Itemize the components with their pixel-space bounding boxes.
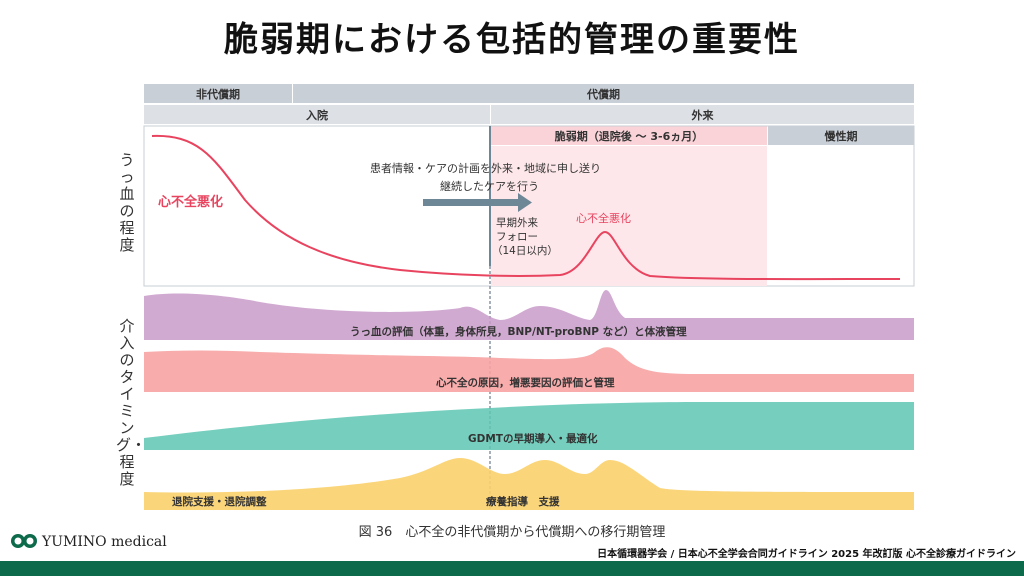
band-gdmt-label: GDMTの早期導入・最適化 [468,432,598,445]
phase-non-compensated: 非代償期 [144,84,292,104]
band-cause-shape [144,347,914,392]
phase-vulnerable: 脆弱期（退院後 ～ 3-6ヵ月） [491,126,767,146]
band-congestion-shape [144,290,914,340]
page-title: 脆弱期における包括的管理の重要性 [224,20,800,60]
band-support-shape [144,458,914,510]
phase-chronic: 慢性期 [768,126,914,146]
phase-compensated: 代償期 [293,84,914,104]
early-followup-line3: （14日以内） [492,244,558,257]
brand-logo-icon [11,534,37,548]
brand-text: YUMINO medical [42,534,167,550]
congestion-curve [151,134,901,281]
early-followup-line1: 早期外来 [496,217,538,229]
bottom-brand-bar [0,561,1024,576]
handover-text-line2: 継続したケアを行う [440,179,539,193]
early-followup-line2: フォロー [496,231,538,243]
phase-outpatient: 外来 [491,105,914,125]
brand-name: YUMINO medical [42,534,167,550]
band-gdmt-shape [144,402,914,450]
y-axis-label-congestion: うっ血の程度 [119,151,135,254]
handover-text-line1: 患者情報・ケアの計画を外来・地域に申し送り [370,161,601,175]
phase-inpatient: 入院 [144,105,490,125]
source-citation: 日本循環器学会 / 日本心不全学会合同ガイドライン 2025 年改訂版 心不全診… [597,549,1016,560]
band-congestion-label: うっ血の評価（体重，身体所見，BNP/NT-proBNP など）と体液管理 [350,325,687,338]
band-support-left-label: 退院支援・退院調整 [172,495,267,508]
hf-worsening-label-1: 心不全悪化 [158,194,223,210]
handover-arrow-head [518,193,532,212]
band-cause-label: 心不全の原因，増悪要因の評価と管理 [436,376,615,389]
figure-caption: 図 36 心不全の非代償期から代償期への移行期管理 [358,525,666,540]
hf-worsening-label-2: 心不全悪化 [576,211,631,225]
band-support-main-label: 療養指導 支援 [486,495,560,508]
handover-arrow-shaft [423,199,518,206]
